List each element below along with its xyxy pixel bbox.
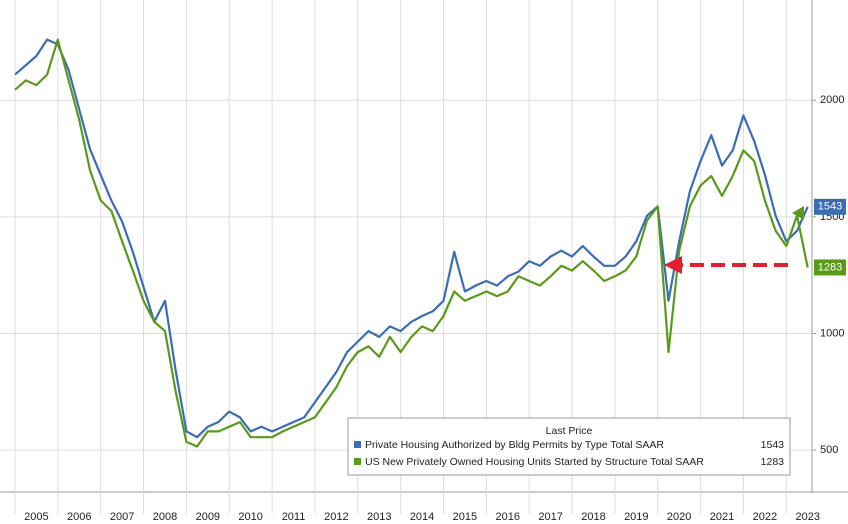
x-tick-label: 2015 [453,511,477,523]
marker [792,206,804,220]
legend-value: 1543 [761,439,785,451]
legend: Last Price Private Housing Authorized by… [347,417,791,476]
x-tick-label: 2018 [581,511,605,523]
x-tick-label: 2013 [367,511,391,523]
y-tick-label: 500 [820,444,838,456]
x-tick-label: 2012 [324,511,348,523]
legend-label: US New Privately Owned Housing Units Sta… [365,456,704,468]
annotation-arrow [664,256,788,274]
legend-swatch [354,458,361,465]
legend-title: Last Price [546,425,593,437]
legend-box [347,417,791,476]
x-tick-label: 2019 [624,511,648,523]
x-tick-label: 2005 [24,511,48,523]
x-tick-label: 2020 [667,511,691,523]
x-tick-label: 2008 [153,511,177,523]
y-tick-label: 2000 [820,94,844,106]
legend-label: Private Housing Authorized by Bldg Permi… [365,439,664,451]
x-tick-label: 2010 [238,511,262,523]
x-tick-label: 2014 [410,511,434,523]
series-line [14,38,809,439]
x-tick-label: 2021 [710,511,734,523]
y-tick-label: 1000 [820,327,844,339]
x-tick-label: 2022 [753,511,777,523]
x-tick-label: 2016 [496,511,520,523]
x-tick-label: 2011 [282,511,306,523]
price-tag-label: 1283 [818,261,842,273]
series-line [14,38,809,448]
price-tag-label: 1543 [818,201,842,213]
x-tick-label: 2017 [538,511,562,523]
x-tick-label: 2006 [67,511,91,523]
x-tick-label: 2009 [196,511,220,523]
legend-swatch [354,441,361,448]
x-tick-label: 2007 [110,511,134,523]
price-tag [814,259,846,276]
price-tag [814,198,846,215]
x-tick-label: 2023 [795,511,819,523]
legend-value: 1283 [761,456,785,468]
